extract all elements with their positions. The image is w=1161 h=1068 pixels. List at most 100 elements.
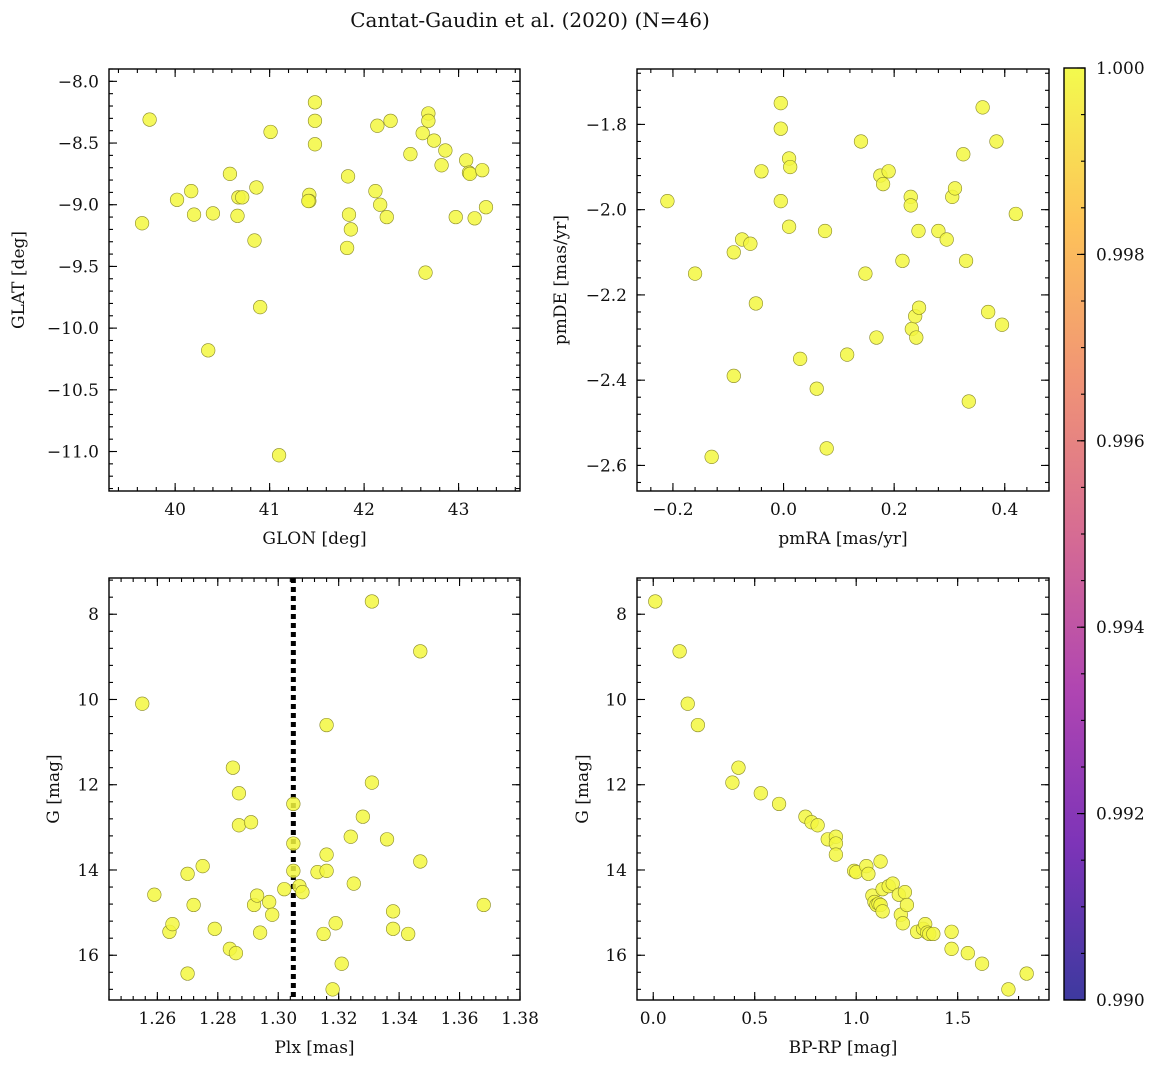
- y-tick-label: −2.0: [586, 201, 627, 221]
- data-point: [1008, 206, 1023, 222]
- y-axis-label: G [mag]: [44, 754, 64, 823]
- data-point: [346, 876, 361, 891]
- data-point: [325, 982, 340, 997]
- data-point: [231, 786, 247, 801]
- data-point: [975, 100, 990, 115]
- data-point: [413, 644, 428, 659]
- data-point: [660, 194, 675, 209]
- data-point: [373, 197, 388, 212]
- plot-frame: [636, 577, 1050, 1001]
- data-point: [869, 330, 884, 345]
- data-point: [364, 594, 380, 609]
- data-point: [817, 223, 833, 239]
- data-point: [228, 946, 244, 961]
- x-tick-label: 0.5: [741, 1009, 768, 1029]
- data-point: [680, 696, 695, 711]
- data-point: [262, 894, 277, 910]
- data-point: [840, 347, 855, 362]
- data-point: [960, 946, 975, 961]
- data-point: [1019, 966, 1034, 981]
- data-point: [875, 176, 891, 192]
- x-tick-label: 1.28: [199, 1009, 237, 1029]
- x-tick-label: 1.38: [501, 1009, 539, 1029]
- data-point: [438, 143, 453, 158]
- data-point: [249, 888, 265, 903]
- data-point: [478, 200, 494, 215]
- data-point: [873, 854, 888, 869]
- colorbar-tick-label: 1.000: [1096, 59, 1145, 79]
- data-point: [319, 717, 334, 733]
- data-point: [401, 926, 416, 942]
- x-tick-label: 1.34: [380, 1009, 418, 1029]
- data-point: [911, 300, 927, 315]
- data-point: [748, 296, 763, 311]
- y-tick-label: 8: [616, 605, 627, 625]
- data-point: [809, 381, 824, 396]
- x-tick-label: 43: [448, 500, 470, 520]
- data-point: [476, 897, 491, 913]
- colorbar-tick-label: 0.990: [1096, 991, 1145, 1011]
- data-point: [328, 916, 343, 931]
- y-axis-label: pmDE [mas/yr]: [551, 215, 571, 345]
- data-point: [773, 121, 788, 136]
- data-point: [897, 885, 913, 900]
- data-point: [875, 904, 890, 919]
- data-point: [340, 169, 356, 184]
- data-point: [379, 832, 395, 847]
- data-point: [753, 786, 768, 801]
- y-axis-label: G [mag]: [573, 754, 593, 823]
- plot-frame: [108, 68, 521, 492]
- data-point: [958, 253, 974, 268]
- data-point: [926, 926, 941, 942]
- y-tick-label: 14: [605, 861, 627, 881]
- y-tick-label: 12: [605, 776, 627, 796]
- y-tick-label: 8: [88, 605, 99, 625]
- data-point: [648, 594, 663, 609]
- plot-frame: [108, 577, 521, 1001]
- plot-frame: [636, 68, 1050, 492]
- y-tick-label: −11.0: [47, 443, 99, 463]
- y-tick-label: −10.0: [47, 319, 99, 339]
- data-point: [169, 192, 185, 207]
- data-point: [186, 897, 201, 913]
- data-point: [725, 775, 740, 790]
- colorbar-tick-label: 0.992: [1096, 805, 1145, 825]
- y-tick-label: 10: [77, 690, 99, 710]
- data-point: [828, 847, 843, 862]
- data-point: [307, 95, 323, 110]
- data-point: [277, 882, 292, 897]
- data-point: [981, 304, 996, 320]
- x-tick-label: 0.2: [881, 500, 908, 520]
- data-point: [899, 897, 915, 913]
- data-point: [961, 394, 976, 409]
- data-point: [307, 137, 323, 152]
- y-tick-label: −1.8: [586, 115, 627, 135]
- y-tick-label: 16: [77, 946, 99, 966]
- data-point: [861, 866, 876, 881]
- data-point: [939, 232, 954, 247]
- data-point: [265, 907, 280, 922]
- data-point: [222, 166, 238, 181]
- data-point: [383, 113, 398, 128]
- figure-title: Cantat-Gaudin et al. (2020) (N=46): [350, 8, 710, 32]
- data-point: [783, 159, 798, 175]
- data-point: [853, 134, 869, 149]
- data-point: [448, 209, 463, 225]
- data-point: [909, 330, 924, 345]
- data-point: [731, 760, 746, 775]
- data-point: [339, 240, 355, 256]
- data-point: [781, 219, 797, 234]
- data-point: [243, 815, 259, 830]
- y-tick-label: −2.2: [586, 286, 627, 306]
- data-point: [231, 818, 247, 833]
- data-point: [426, 133, 442, 148]
- y-axis-label: GLAT [deg]: [9, 231, 29, 329]
- data-point: [413, 854, 428, 869]
- x-tick-label: −0.2: [652, 500, 693, 520]
- data-point: [726, 368, 741, 384]
- data-point: [903, 198, 918, 213]
- colorbar-tick-label: 0.998: [1096, 245, 1145, 265]
- data-point: [403, 147, 418, 162]
- data-point: [165, 917, 180, 932]
